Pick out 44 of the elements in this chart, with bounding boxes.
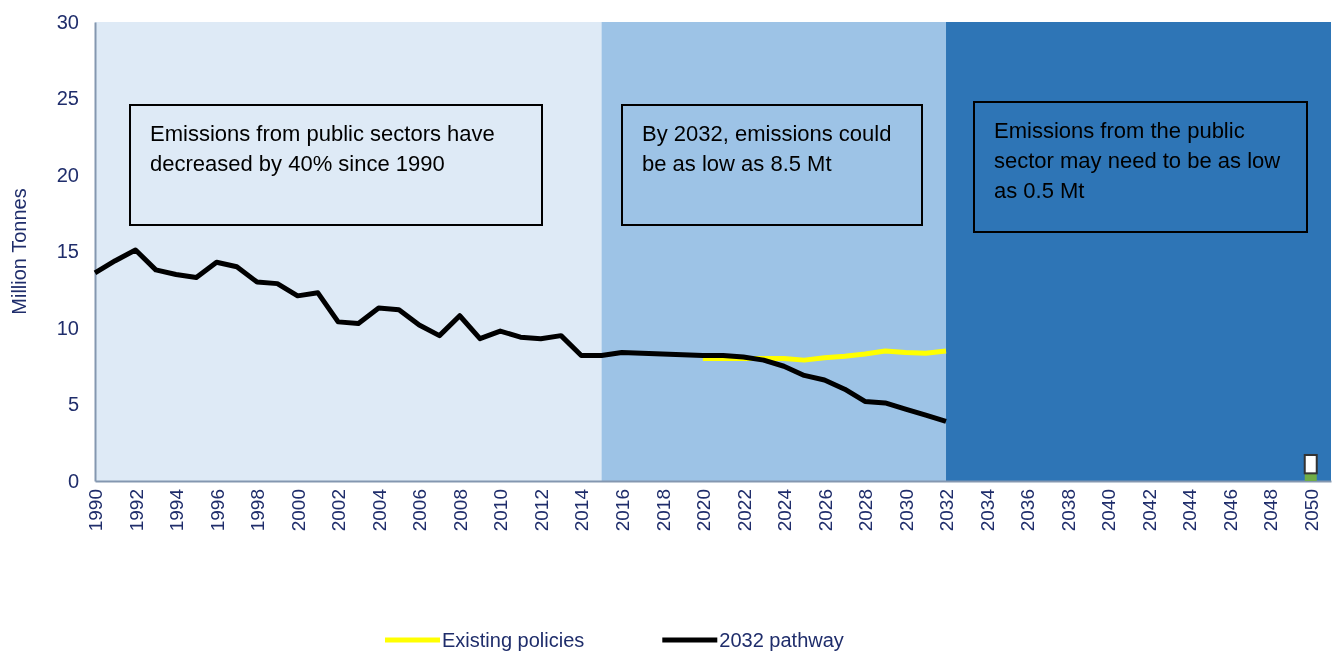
x-tick-label: 2020 xyxy=(693,489,715,532)
x-tick-label: 2040 xyxy=(1098,489,1120,532)
x-tick-label: 2014 xyxy=(571,488,593,532)
y-tick-label: 25 xyxy=(56,87,79,110)
x-tick-label: 2038 xyxy=(1057,489,1079,532)
y-tick-label: 20 xyxy=(56,163,79,186)
y-tick-label: 30 xyxy=(56,10,79,33)
x-tick-label: 1992 xyxy=(125,489,147,532)
x-tick-label: 2010 xyxy=(490,489,512,532)
x-tick-label: 2002 xyxy=(328,489,350,532)
x-tick-label: 1996 xyxy=(206,489,228,532)
x-tick-label: 2000 xyxy=(287,489,309,532)
legend-label: Existing policies xyxy=(442,629,585,651)
x-tick-label: 1990 xyxy=(85,489,107,532)
x-tick-label: 2048 xyxy=(1260,489,1282,532)
x-tick-label: 2042 xyxy=(1138,489,1160,532)
x-tick-label: 2004 xyxy=(368,488,390,532)
x-tick-label: 2036 xyxy=(1017,489,1039,532)
annotation: By 2032, emissions could be as low as 8.5 Mt xyxy=(642,121,892,176)
y-tick-label: 15 xyxy=(56,240,79,263)
x-tick-label: 1998 xyxy=(247,489,269,532)
y-tick-label: 10 xyxy=(56,316,79,339)
x-tick-label: 2012 xyxy=(530,489,552,532)
y-tick-label: 0 xyxy=(67,469,79,492)
x-tick-label: 2030 xyxy=(895,489,917,532)
annotation: Emissions from the public sector may need to be as low as 0.5 Mt xyxy=(994,118,1281,203)
x-tick-label: 2008 xyxy=(449,489,471,532)
x-tick-label: 2046 xyxy=(1219,489,1241,532)
x-tick-label: 2044 xyxy=(1179,488,1201,532)
x-tick-label: 2034 xyxy=(976,488,998,532)
x-tick-label: 2024 xyxy=(774,488,796,532)
x-tick-label: 1994 xyxy=(166,488,188,532)
x-tick-label: 2050 xyxy=(1300,489,1322,532)
x-tick-label: 2032 xyxy=(936,489,958,532)
legend-label: 2032 pathway xyxy=(719,629,844,651)
y-axis-title: Million Tonnes xyxy=(8,188,30,315)
y-tick-label: 5 xyxy=(67,393,79,416)
x-tick-label: 2006 xyxy=(409,489,431,532)
x-tick-label: 2018 xyxy=(652,489,674,532)
x-tick-label: 2028 xyxy=(855,489,877,532)
x-tick-label: 2016 xyxy=(611,489,633,532)
x-tick-label: 2022 xyxy=(733,489,755,532)
x-tick-label: 2026 xyxy=(814,489,836,532)
annotation: Emissions from public sectors have decreased by 40% since 1990 xyxy=(150,121,495,176)
